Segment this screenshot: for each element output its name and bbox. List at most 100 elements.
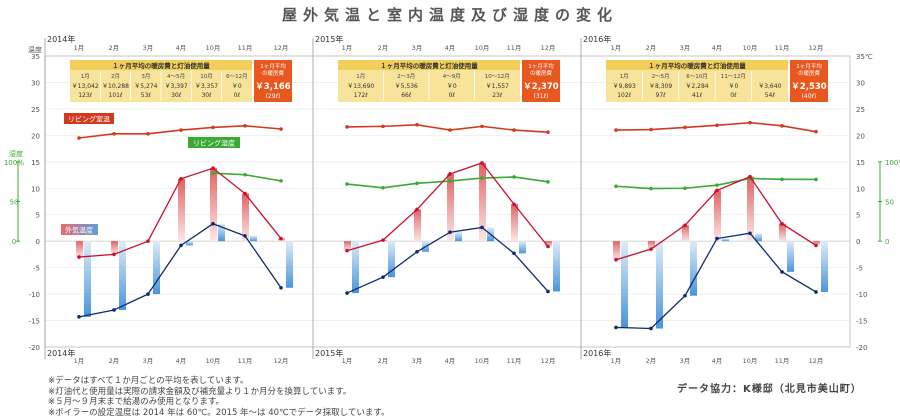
- total-cost-label: 1ヶ月平均: [796, 62, 822, 70]
- cost-table-cost: ￥9,893: [613, 83, 636, 90]
- outdoor-cold-bar: [119, 241, 126, 310]
- indoor-temp-point: [748, 120, 752, 125]
- outdoor-min-point: [715, 236, 719, 241]
- total-cost-volume: (31ℓ): [534, 93, 549, 100]
- outdoor-cold-bar: [553, 241, 560, 292]
- outdoor-warm-bar: [511, 204, 518, 242]
- outdoor-temp-point: [448, 172, 452, 176]
- temp-tick-label-left: 30: [31, 79, 40, 87]
- total-cost-label: の暖房費: [798, 69, 821, 77]
- outdoor-min-point: [381, 275, 385, 279]
- outdoor-warm-bar: [76, 241, 83, 258]
- total-cost-box: [522, 60, 560, 102]
- outdoor-cold-bar: [84, 241, 91, 317]
- month-label-top: 12月: [541, 44, 556, 52]
- total-cost-box: [790, 60, 828, 102]
- outdoor-cold-bar: [250, 235, 257, 242]
- month-label-bottom: 2月: [646, 357, 657, 365]
- outdoor-min-point: [512, 251, 516, 256]
- indoor-temp-point: [814, 129, 818, 134]
- total-cost-volume: (29ℓ): [266, 93, 281, 100]
- indoor-temp-point: [480, 124, 484, 129]
- humidity-point: [512, 175, 516, 179]
- cost-table-cost: ￥3,397: [165, 83, 188, 90]
- humidity-point: [211, 171, 215, 175]
- outdoor-warm-bar: [111, 241, 118, 255]
- legend-humidity-label: リビング湿度: [193, 139, 235, 148]
- outdoor-warm-bar: [447, 173, 454, 242]
- outdoor-temp-point: [748, 174, 752, 179]
- indoor-temp-point: [279, 127, 283, 131]
- month-label-bottom: 10月: [206, 357, 221, 365]
- humidity-point: [715, 183, 719, 187]
- outdoor-min-point: [112, 308, 116, 312]
- outdoor-temp-point: [345, 248, 349, 253]
- cost-table-volume: 101ℓ: [109, 92, 123, 99]
- outdoor-min-point: [179, 243, 183, 248]
- indoor-temp-point: [211, 125, 215, 130]
- footnote: ※灯油代と使用量は実際の請求金額及び補充量より１か月分を換算しています。: [48, 386, 352, 397]
- cost-table-header: 2〜3月: [397, 73, 415, 80]
- humidity-point: [345, 182, 349, 186]
- temp-tick-label-left: 25: [31, 106, 40, 114]
- legend-outdoor-bg: [61, 224, 98, 235]
- total-cost-box: [254, 60, 292, 102]
- temp-tick-label-left: 5: [36, 212, 40, 220]
- humidity-point: [415, 181, 419, 186]
- cost-table-title-bg: [338, 60, 520, 70]
- month-label-bottom: 2月: [109, 357, 120, 365]
- outdoor-min-point: [243, 234, 247, 238]
- outdoor-cold-bar: [821, 241, 828, 292]
- outdoor-cold-bar: [218, 223, 225, 242]
- outdoor-temp-point: [211, 166, 215, 170]
- year-label-bottom: 2016年: [583, 348, 611, 358]
- legend-outdoor-label: 外気温度: [65, 226, 93, 235]
- temp-tick-label-right: 20: [856, 132, 865, 140]
- footnote: ※ボイラーの設定温度は 2014 年は 60℃。2015 年〜は 40℃でデータ…: [48, 407, 390, 418]
- indoor-temp-point: [715, 123, 719, 128]
- cost-table-cost: ￥0: [728, 83, 738, 90]
- outdoor-min-line: [615, 232, 817, 330]
- legend-humidity-label-bg: [188, 137, 240, 148]
- cost-table-volume: 0ℓ: [234, 92, 240, 99]
- indoor-temp-point: [546, 130, 550, 134]
- month-label-top: 2月: [378, 44, 389, 52]
- cost-table-header: 1月: [356, 73, 365, 80]
- outdoor-min-point: [780, 270, 784, 274]
- month-label-top: 11月: [238, 44, 253, 52]
- cost-table-volume: 30ℓ: [171, 92, 181, 99]
- temp-tick-label-left: 35: [31, 53, 40, 61]
- outdoor-warm-bar: [779, 223, 786, 242]
- cost-table-header: 2〜5月: [652, 73, 670, 80]
- indoor-temp-point: [415, 122, 419, 127]
- total-cost-value: ￥2,530: [791, 82, 826, 92]
- cost-table-header: 1月: [620, 73, 629, 80]
- cost-table-title-bg: [606, 60, 788, 70]
- cost-table-header: 4〜5月: [167, 73, 185, 80]
- data-credit: データ協力：K様邸（北見市美山町）: [677, 384, 862, 395]
- temp-tick-label-right: -20: [856, 344, 867, 352]
- outdoor-min-point: [279, 285, 283, 290]
- indoor-temp-point: [683, 125, 687, 130]
- outdoor-temp-point: [683, 223, 687, 228]
- outdoor-cold-bar: [722, 238, 729, 242]
- month-label-top: 3月: [680, 44, 691, 52]
- cost-table-title-bg: [70, 60, 252, 70]
- cost-table-volume: 0ℓ: [449, 92, 455, 99]
- indoor-temp-point: [243, 124, 247, 128]
- month-label-top: 11月: [775, 44, 790, 52]
- humidity-point: [381, 185, 385, 190]
- humidity-tick-label: 100％: [885, 159, 900, 167]
- outdoor-min-point: [415, 249, 419, 254]
- total-cost-label: 1ヶ月平均: [528, 62, 554, 70]
- outdoor-cold-bar: [352, 241, 359, 294]
- outdoor-warm-bar: [414, 209, 421, 242]
- outdoor-temp-point: [614, 257, 618, 262]
- cost-table-cost: ￥0: [447, 83, 457, 90]
- cost-table-header: 10月: [200, 73, 213, 80]
- month-label-bottom: 11月: [238, 357, 253, 365]
- cost-table-volume: 0ℓ: [730, 92, 736, 99]
- outdoor-min-point: [345, 291, 349, 295]
- temp-tick-label-right: -10: [856, 291, 867, 299]
- month-label-bottom: 11月: [775, 357, 790, 365]
